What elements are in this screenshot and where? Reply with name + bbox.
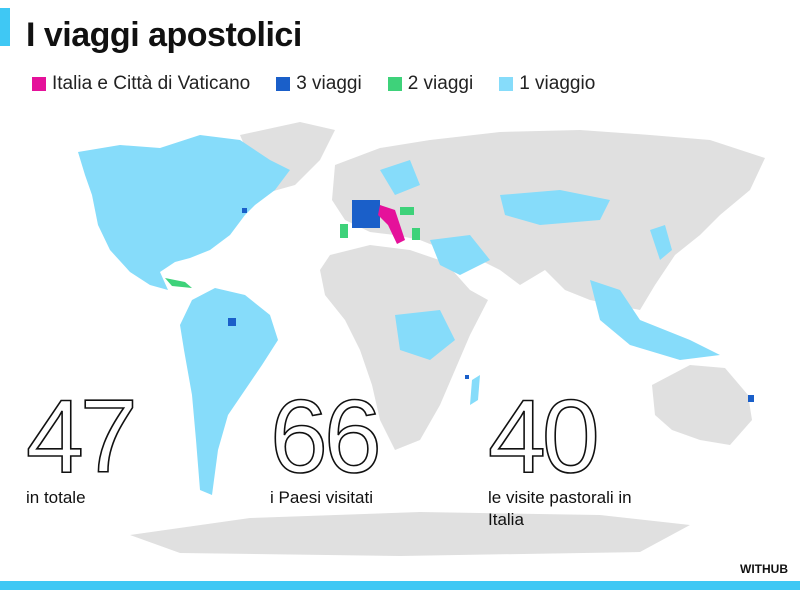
- australia: [652, 365, 752, 445]
- saint-pierre: [242, 208, 247, 213]
- northern-europe-visited: [380, 160, 420, 195]
- spain-portugal: [340, 224, 348, 238]
- legend-label: 2 viaggi: [407, 73, 474, 94]
- madagascar: [470, 375, 480, 405]
- legend-item-2-viaggi: 2 viaggi: [387, 73, 474, 95]
- japan-korea-visited: [650, 225, 672, 260]
- central-africa-visited: [395, 310, 455, 360]
- legend-label: 1 viaggio: [519, 73, 596, 94]
- stat-label: in totale: [26, 488, 86, 507]
- russia-visited-region: [500, 190, 610, 225]
- cuba: [165, 278, 192, 288]
- france: [352, 200, 380, 228]
- bottom-accent-bar: [0, 581, 800, 590]
- antarctica: [130, 512, 690, 556]
- stat-total-trips: 47 in totale: [25, 379, 138, 509]
- page-title: I viaggi apostolici: [26, 16, 302, 54]
- legend-item-1-viaggio: 1 viaggio: [499, 73, 595, 95]
- stat-label: i Paesi visitati: [270, 488, 373, 507]
- reunion: [465, 375, 469, 379]
- stat-pastoral-visits: 40 le visite pastorali in Italia: [487, 379, 648, 531]
- hungary: [400, 207, 414, 215]
- legend: Italia e Città di Vaticano 3 viaggi 2 vi…: [32, 73, 621, 95]
- french-guiana: [228, 318, 236, 326]
- stat-label: le visite pastorali in Italia: [488, 488, 632, 529]
- legend-item-3-viaggi: 3 viaggi: [276, 73, 362, 95]
- middle-east-visited: [430, 235, 490, 275]
- legend-swatch: [32, 77, 46, 91]
- greece: [412, 228, 420, 240]
- legend-swatch: [276, 77, 291, 91]
- stat-countries-visited: 66 i Paesi visitati: [269, 379, 382, 509]
- italy: [378, 205, 405, 244]
- southeast-asia-visited: [590, 280, 720, 360]
- stat-value: 40: [487, 379, 600, 495]
- legend-label: 3 viaggi: [296, 73, 362, 94]
- south-america: [180, 288, 278, 495]
- title-accent-bar: [0, 8, 10, 46]
- north-america: [78, 135, 290, 290]
- legend-swatch: [499, 77, 514, 91]
- new-caledonia: [748, 395, 754, 402]
- stat-value: 66: [269, 379, 382, 495]
- world-map: [78, 122, 765, 556]
- legend-swatch: [387, 77, 402, 91]
- legend-label: Italia e Città di Vaticano: [52, 73, 251, 94]
- stat-value: 47: [25, 379, 138, 495]
- brand-logo: WITHUB: [740, 562, 788, 576]
- legend-item-italia: Italia e Città di Vaticano: [32, 73, 250, 95]
